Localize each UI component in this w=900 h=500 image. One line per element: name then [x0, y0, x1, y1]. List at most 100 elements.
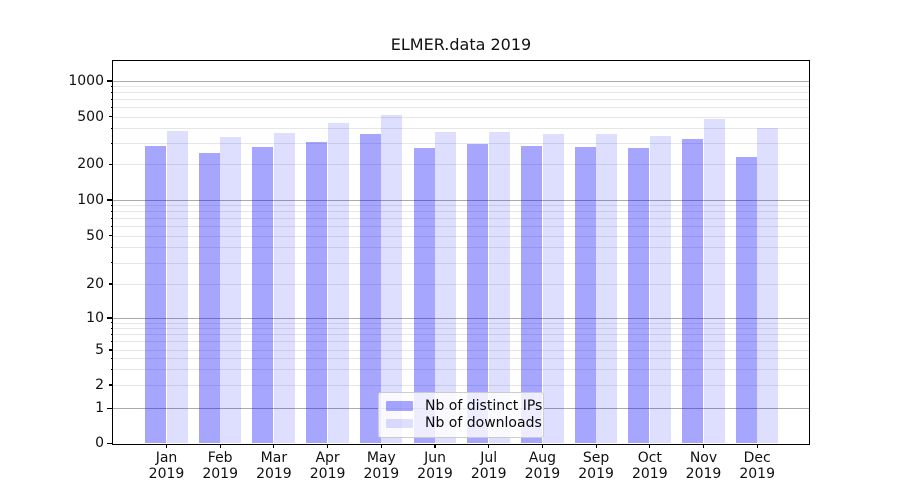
x-tick-label-feb: Feb 2019: [202, 450, 238, 482]
y-tick-label: 20: [86, 276, 104, 292]
y-tick-label: 5: [95, 342, 104, 358]
y-minor-tick-mark: [110, 246, 114, 249]
bar-downloads-jan: [166, 130, 188, 444]
bar-downloads-sep: [596, 133, 618, 444]
y-minor-tick-mark: [110, 98, 114, 100]
bar-downloads-nov: [703, 119, 725, 444]
x-tick-mark: [165, 443, 168, 449]
x-tick-label-apr: Apr 2019: [309, 450, 346, 482]
x-tick-label-dec: Dec 2019: [739, 450, 775, 482]
gridline: [113, 80, 809, 82]
x-tick-mark: [595, 443, 597, 449]
gridline: [113, 205, 809, 207]
y-tick-label: 0: [95, 435, 104, 452]
x-tick-mark: [702, 443, 705, 449]
y-tick-mark: [109, 116, 114, 118]
bar-distinct-ips-jan: [145, 145, 166, 444]
bar-distinct-ips-jun: [413, 148, 435, 444]
legend-swatch-distinct-ips: [386, 401, 413, 411]
gridline: [113, 128, 809, 130]
gridline: [113, 334, 809, 336]
gridline: [113, 358, 809, 360]
y-minor-tick-mark: [110, 357, 114, 360]
y-tick-mark: [109, 384, 114, 386]
y-tick-label: 2: [95, 377, 104, 393]
y-tick-label: 200: [77, 156, 104, 173]
y-tick-mark: [107, 80, 114, 82]
y-minor-tick-mark: [110, 322, 114, 324]
y-tick-mark: [107, 407, 114, 409]
bar-downloads-apr: [327, 123, 349, 444]
bar-distinct-ips-mar: [252, 147, 274, 444]
x-tick-label-jan: Jan 2019: [148, 450, 185, 482]
gridline: [113, 199, 809, 201]
x-tick-label-jun: Jun 2019: [417, 450, 453, 482]
y-tick-mark: [109, 163, 114, 165]
bar-distinct-ips-feb: [198, 153, 220, 444]
gridline: [113, 99, 809, 101]
gridline: [113, 328, 809, 330]
gridline: [113, 341, 809, 343]
bar-downloads-may: [381, 114, 403, 444]
gridline: [113, 283, 809, 285]
bar-distinct-ips-oct: [628, 148, 650, 444]
y-tick-mark: [107, 317, 114, 319]
legend-label: Nb of downloads: [425, 415, 542, 432]
bar-distinct-ips-dec: [735, 156, 757, 444]
legend-row: Nb of distinct IPs: [379, 397, 543, 415]
y-minor-tick-mark: [110, 127, 114, 129]
y-tick-mark: [109, 235, 114, 237]
x-tick-mark: [649, 443, 651, 449]
x-tick-mark: [327, 443, 329, 449]
gridline: [113, 349, 809, 351]
bar-downloads-aug: [542, 133, 564, 444]
x-tick-label-nov: Nov 2019: [685, 450, 722, 482]
y-tick-label: 100: [77, 192, 104, 208]
y-tick-mark: [107, 442, 114, 444]
x-tick-mark: [434, 443, 436, 449]
y-minor-tick-mark: [110, 368, 114, 371]
legend-label: Nb of distinct IPs: [425, 397, 543, 414]
legend: Nb of distinct IPs Nb of downloads: [378, 391, 544, 438]
y-tick-label: 500: [77, 108, 104, 125]
bar-downloads-feb: [220, 136, 242, 444]
y-minor-tick-mark: [110, 91, 114, 94]
gridline: [113, 384, 809, 386]
y-tick-mark: [109, 283, 114, 285]
y-minor-tick-mark: [110, 327, 114, 329]
bar-downloads-dec: [757, 127, 779, 444]
y-tick-label: 10: [86, 310, 104, 326]
gridline: [113, 317, 809, 319]
y-minor-tick-mark: [110, 341, 114, 343]
x-tick-mark: [541, 443, 543, 449]
gridline: [113, 262, 809, 264]
y-minor-tick-mark: [110, 204, 114, 206]
gridline: [113, 164, 809, 165]
x-tick-label-mar: Mar 2019: [256, 450, 292, 482]
x-tick-label-sep: Sep 2019: [578, 450, 614, 482]
bar-downloads-oct: [649, 135, 671, 444]
y-minor-tick-mark: [110, 217, 114, 219]
y-tick-label: 50: [86, 227, 104, 244]
y-tick-mark: [107, 199, 114, 201]
x-tick-mark: [219, 443, 221, 449]
x-tick-label-aug: Aug 2019: [524, 450, 561, 482]
gridline: [113, 235, 809, 237]
bar-distinct-ips-sep: [574, 146, 596, 444]
gridline: [113, 143, 809, 144]
bar-distinct-ips-jul: [467, 144, 489, 444]
legend-swatch-downloads: [386, 418, 413, 428]
gridline: [113, 218, 809, 220]
bar-downloads-mar: [274, 133, 295, 444]
bar-distinct-ips-aug: [520, 145, 542, 444]
y-minor-tick-mark: [110, 333, 114, 336]
gridline: [113, 211, 809, 213]
y-minor-tick-mark: [110, 225, 114, 227]
x-tick-mark: [756, 443, 758, 449]
x-tick-label-may: May 2019: [363, 450, 400, 482]
y-minor-tick-mark: [110, 262, 114, 264]
gridline: [113, 226, 809, 228]
gridline: [113, 107, 809, 109]
y-minor-tick-mark: [110, 85, 114, 87]
